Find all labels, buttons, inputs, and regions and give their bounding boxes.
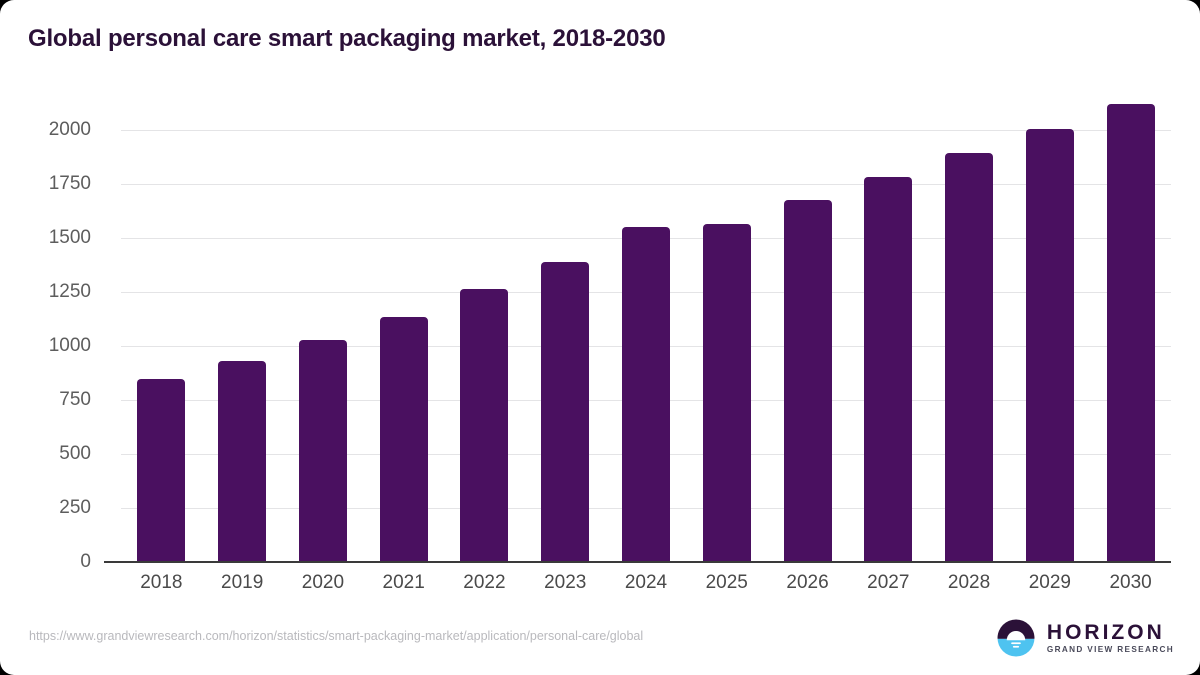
bar[interactable] (1106, 104, 1155, 562)
source-url: https://www.grandviewresearch.com/horizo… (29, 629, 644, 643)
y-tick-label: 250 (59, 497, 91, 518)
x-tick-label: 2026 (786, 572, 829, 593)
bar[interactable] (945, 153, 994, 562)
y-tick-label: 1000 (48, 335, 91, 356)
y-tick-label: 1250 (48, 281, 91, 302)
bars-layer (121, 104, 1171, 562)
x-tick-label: 2021 (382, 572, 425, 593)
x-axis-line (104, 561, 1171, 563)
bar[interactable] (137, 379, 186, 562)
horizon-logo: HORIZON GRAND VIEW RESEARCH (994, 615, 1174, 661)
gridline (121, 130, 1171, 131)
x-tick-label: 2022 (463, 572, 506, 593)
x-tick-label: 2024 (624, 572, 668, 593)
x-tick-label: 2030 (1109, 572, 1152, 593)
bar[interactable] (460, 289, 509, 562)
plot-area (121, 104, 1171, 563)
x-tick-label: 2027 (867, 572, 910, 593)
y-tick-label: 750 (59, 389, 91, 410)
logo-tagline: GRAND VIEW RESEARCH (1046, 644, 1174, 654)
bar[interactable] (702, 223, 751, 562)
bar[interactable] (864, 177, 913, 562)
bar[interactable] (1025, 128, 1074, 562)
x-tick-label: 2018 (140, 572, 183, 593)
horizon-logo-icon (997, 619, 1035, 657)
x-tick-label: 2023 (544, 572, 587, 593)
x-tick-label: 2019 (221, 572, 264, 593)
bar[interactable] (379, 316, 428, 562)
gridline (121, 184, 1171, 185)
x-tick-label: 2028 (947, 572, 991, 593)
bar[interactable] (218, 361, 267, 562)
logo-wordmark: HORIZON GRAND VIEW RESEARCH (1047, 622, 1174, 654)
logo-name: HORIZON (1046, 620, 1165, 644)
x-tick-label: 2025 (705, 572, 748, 593)
y-tick-label: 2000 (48, 119, 91, 140)
bar[interactable] (783, 200, 832, 562)
bar[interactable] (298, 339, 347, 562)
bar[interactable] (541, 261, 590, 562)
x-tick-label: 2029 (1028, 572, 1071, 593)
y-tick-label: 500 (59, 443, 91, 464)
y-tick-label: 1750 (48, 173, 91, 194)
page-title: Global personal care smart packaging mar… (28, 25, 666, 52)
x-tick-label: 2020 (301, 572, 345, 593)
y-tick-label: 0 (80, 551, 91, 572)
y-tick-label: 1500 (48, 227, 91, 248)
bar[interactable] (622, 227, 670, 562)
